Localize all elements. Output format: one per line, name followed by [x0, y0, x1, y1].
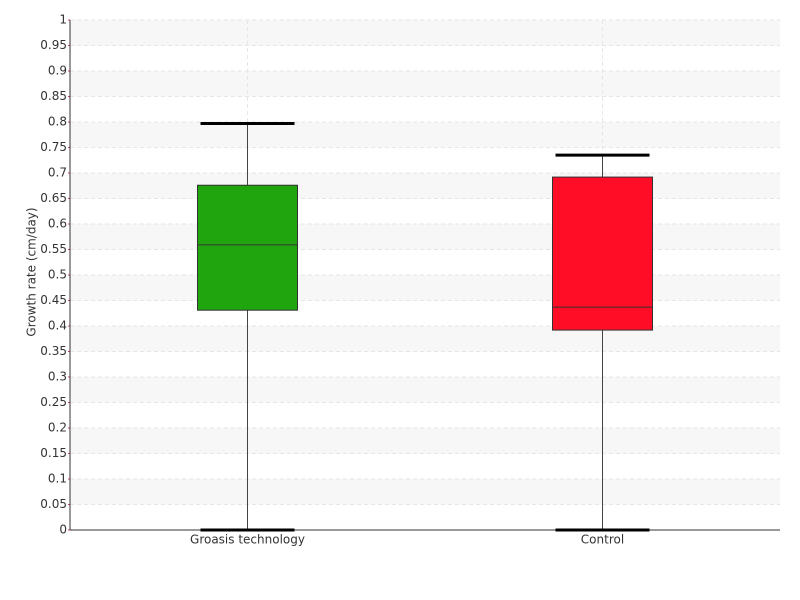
y-tick-label: 0.8: [48, 115, 67, 129]
y-tick-label: 0.5: [48, 268, 67, 282]
y-tick-label: 0.3: [48, 370, 67, 384]
y-axis-label: Growth rate (cm/day): [25, 207, 39, 336]
y-tick-label: 1: [59, 13, 67, 27]
y-tick-label: 0.05: [40, 497, 67, 511]
x-tick-label: Control: [581, 533, 624, 547]
y-tick-label: 0.55: [40, 242, 67, 256]
x-tick-label: Groasis technology: [190, 533, 305, 547]
grid-band: [70, 275, 780, 301]
y-tick-label: 0.85: [40, 89, 67, 103]
y-tick-label: 0: [59, 523, 67, 537]
y-tick-label: 0.6: [48, 217, 67, 231]
box: [197, 184, 298, 311]
grid-band: [70, 224, 780, 250]
y-tick-label: 0.7: [48, 166, 67, 180]
y-tick-label: 0.1: [48, 472, 67, 486]
grid-band: [70, 20, 780, 46]
box: [552, 176, 653, 331]
y-tick-label: 0.2: [48, 421, 67, 435]
grid-band: [70, 479, 780, 505]
y-tick-label: 0.95: [40, 38, 67, 52]
y-tick-label: 0.4: [48, 319, 67, 333]
grid-band: [70, 173, 780, 199]
grid-band: [70, 71, 780, 97]
y-tick-label: 0.75: [40, 140, 67, 154]
grid-band: [70, 122, 780, 148]
grid-band: [70, 377, 780, 403]
grid-band: [70, 326, 780, 352]
y-tick-label: 0.35: [40, 344, 67, 358]
y-tick-label: 0.15: [40, 446, 67, 460]
y-tick-label: 0.45: [40, 293, 67, 307]
grid-band: [70, 428, 780, 454]
y-tick-label: 0.9: [48, 64, 67, 78]
y-tick-label: 0.25: [40, 395, 67, 409]
y-tick-label: 0.65: [40, 191, 67, 205]
